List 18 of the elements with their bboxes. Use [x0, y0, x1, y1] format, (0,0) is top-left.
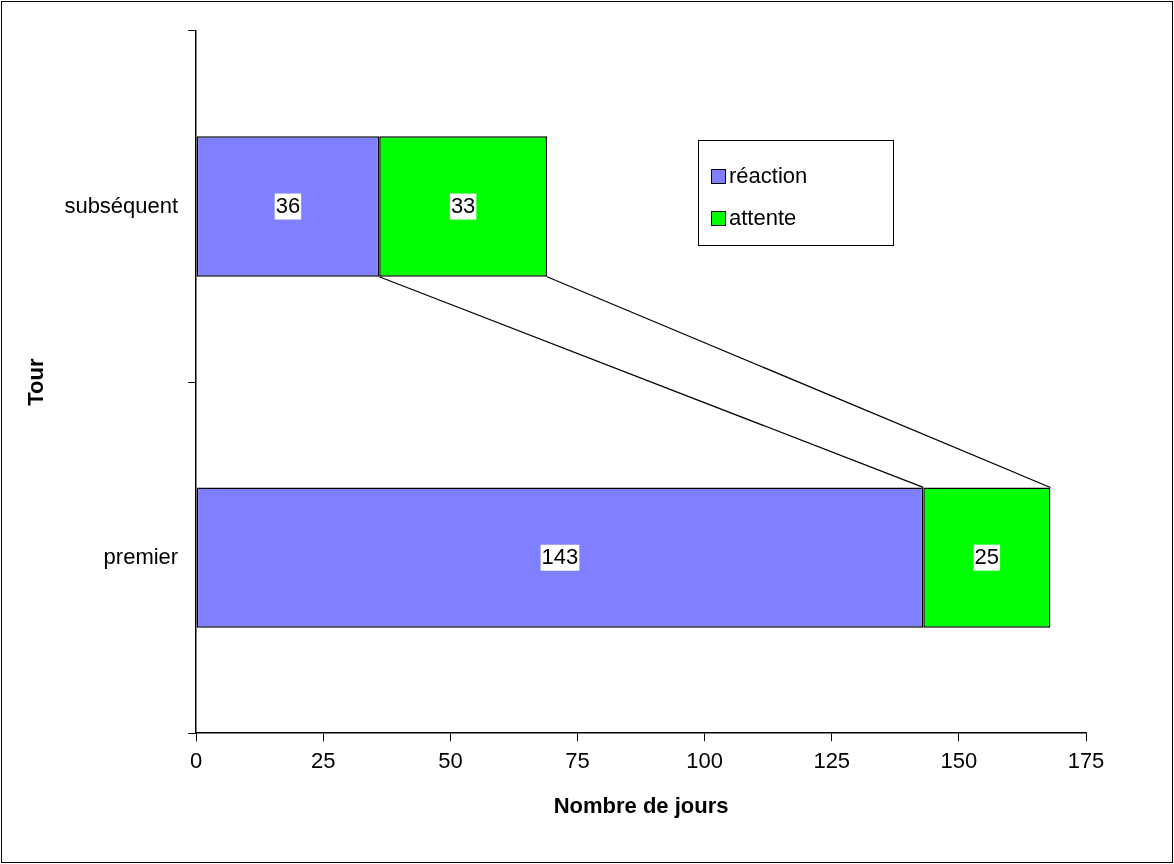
x-tick-label: 175 [1067, 748, 1105, 774]
legend-label: attente [728, 204, 798, 232]
data-label: 25 [974, 543, 1000, 569]
x-axis-title: Nombre de jours [553, 792, 729, 818]
y-tick-label: subséquent [64, 192, 179, 218]
x-tick-label: 0 [190, 748, 203, 774]
y-tick-label: premier [103, 543, 179, 569]
data-label: 143 [541, 543, 579, 569]
data-label: 36 [275, 192, 301, 218]
x-tick-label: 100 [686, 748, 723, 774]
x-tick-label: 75 [565, 748, 590, 774]
x-tick-label: 50 [438, 748, 463, 774]
x-tick-label: 150 [940, 748, 978, 774]
x-tick-label: 25 [311, 748, 336, 774]
x-tick-label: 125 [813, 748, 851, 774]
y-axis-title: Tour [23, 358, 49, 406]
legend-label: réaction [728, 162, 809, 190]
data-label: 33 [450, 192, 476, 218]
